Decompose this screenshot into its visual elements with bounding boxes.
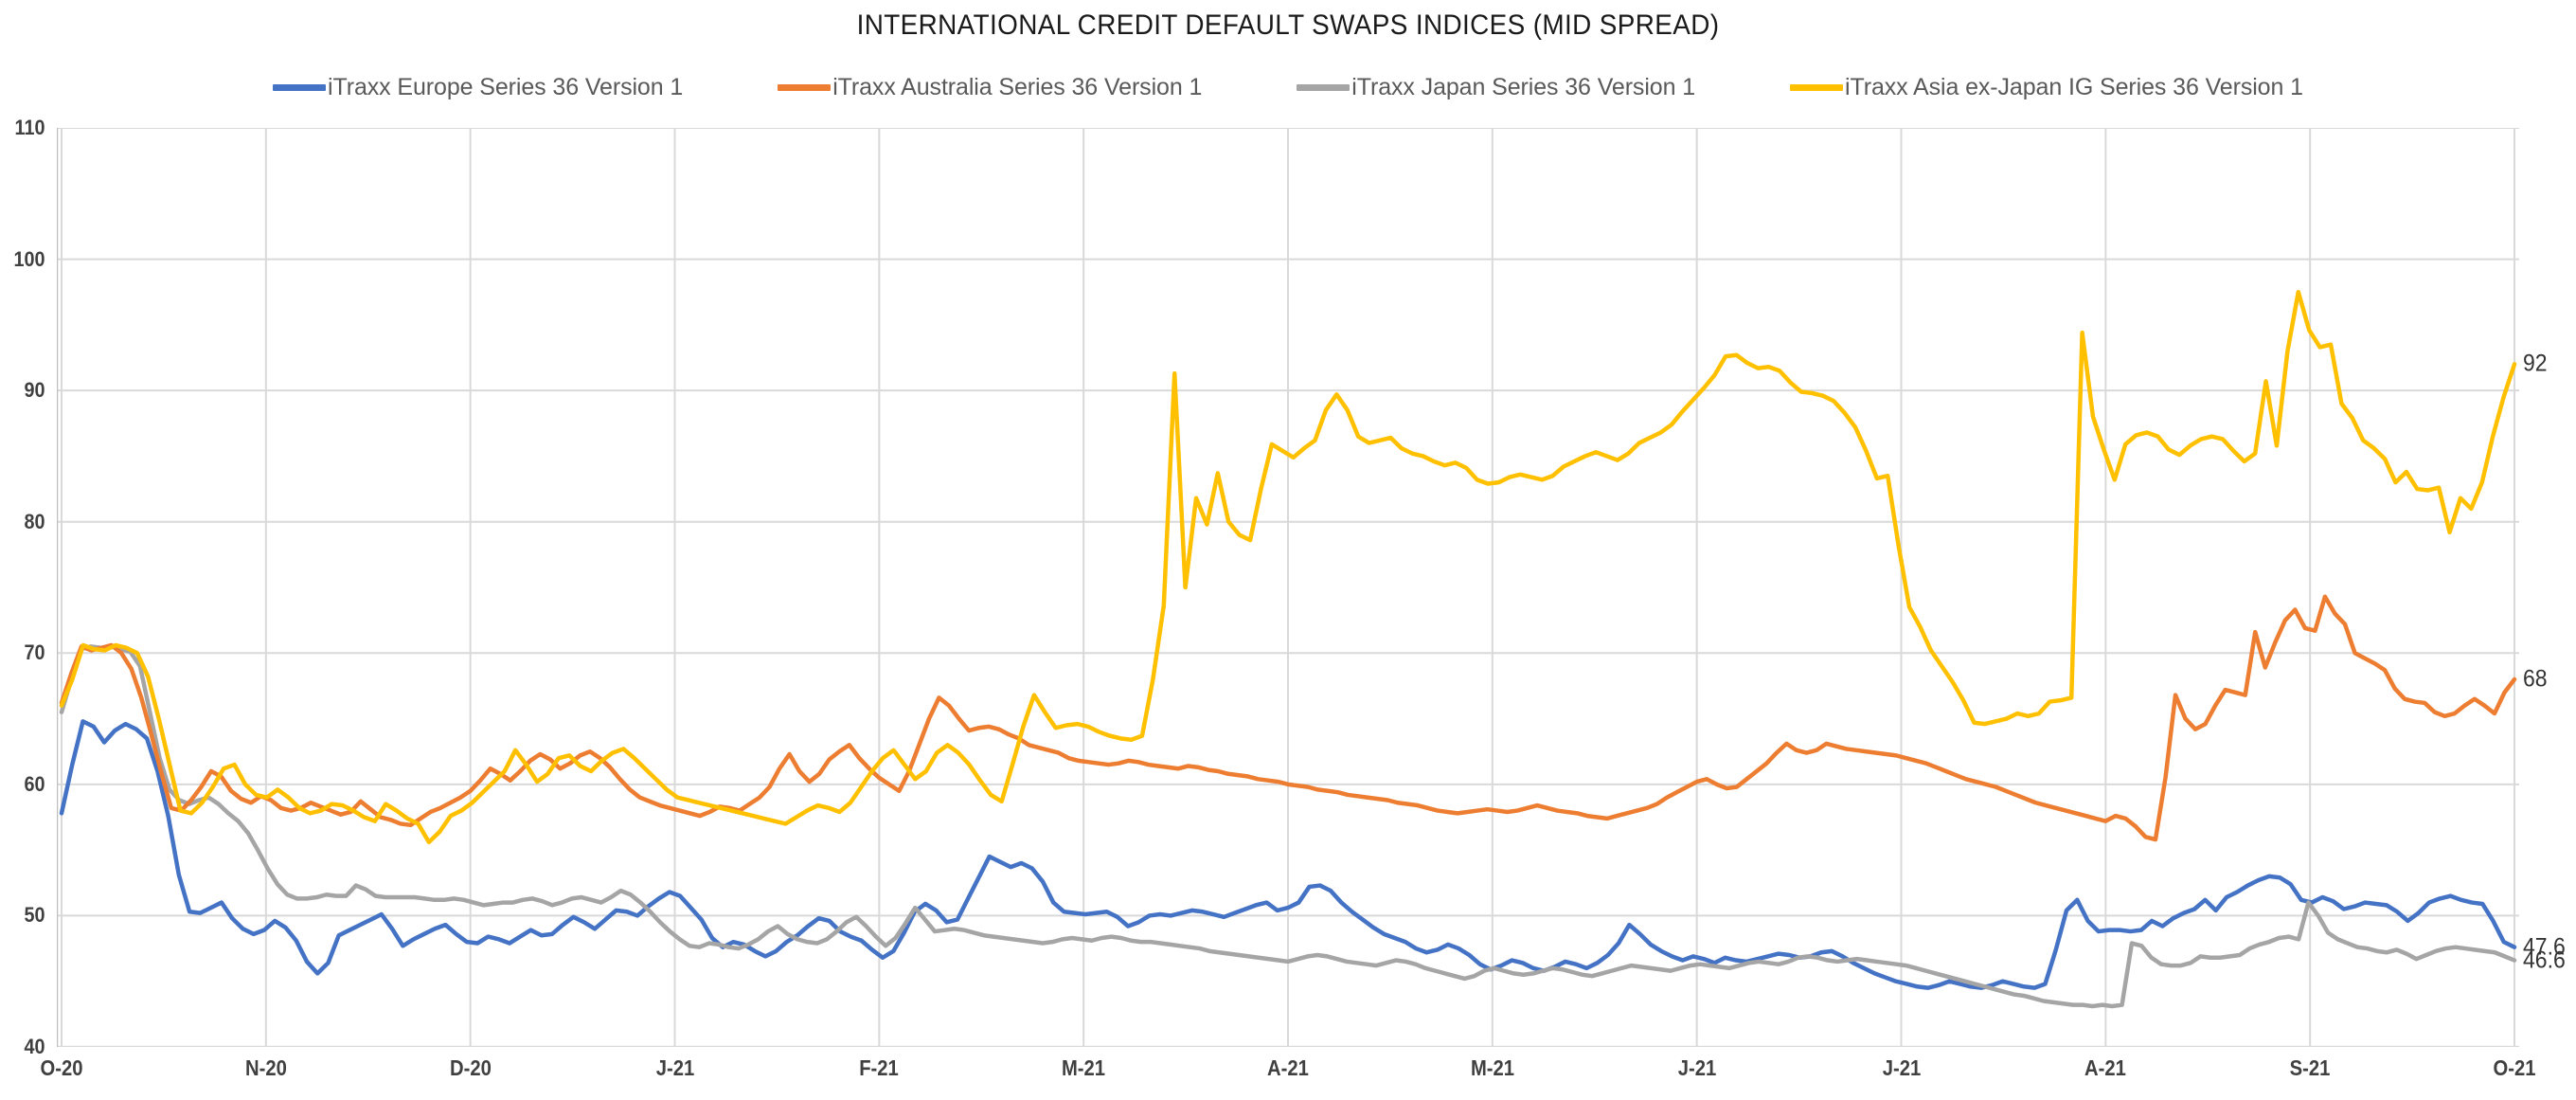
legend-item-japan[interactable]: iTraxx Japan Series 36 Version 1	[1297, 74, 1695, 101]
y-tick-label: 60	[24, 771, 45, 796]
series-line-japan	[59, 644, 2517, 1009]
chart-legend: iTraxx Europe Series 36 Version 1 iTraxx…	[0, 74, 2576, 101]
end-label-asia-ex-japan: 92	[2523, 350, 2548, 377]
legend-label-asia-ex-japan: iTraxx Asia ex-Japan IG Series 36 Versio…	[1845, 74, 2303, 100]
legend-item-asia-ex-japan[interactable]: iTraxx Asia ex-Japan IG Series 36 Versio…	[1790, 74, 2303, 101]
y-tick-label: 110	[14, 116, 45, 139]
series-line-australia	[59, 594, 2517, 842]
y-tick-label: 70	[24, 640, 45, 665]
x-tick-label: A-21	[2084, 1055, 2127, 1080]
x-tick-label: M-21	[1470, 1055, 1514, 1080]
y-tick-label: 80	[24, 509, 45, 533]
x-tick-label: J-21	[1882, 1055, 1921, 1080]
end-label-japan: 46.6	[2523, 947, 2566, 974]
series-lines	[59, 289, 2517, 1009]
end-label-europe: 47.6	[2523, 933, 2566, 961]
legend-label-europe: iTraxx Europe Series 36 Version 1	[328, 74, 684, 100]
end-label-australia: 68	[2523, 665, 2548, 693]
x-axis-labels: O-20 N-20 D-20 J-21 F-21 M-21 A-21 M-21 J-21 J-21…	[40, 1055, 2535, 1088]
x-tick-label: N-20	[244, 1055, 287, 1080]
legend-item-australia[interactable]: iTraxx Australia Series 36 Version 1	[778, 74, 1202, 101]
y-tick-label: 90	[24, 378, 45, 403]
series-line-asia-ex-japan	[59, 289, 2517, 845]
legend-swatch-australia	[778, 84, 832, 91]
legend-swatch-europe	[273, 84, 327, 91]
x-tick-label: S-21	[2289, 1055, 2331, 1080]
gridlines	[57, 128, 2519, 1047]
y-tick-label: 50	[24, 903, 45, 928]
x-tick-label: J-21	[1677, 1055, 1716, 1080]
series-line-europe	[59, 719, 2517, 990]
x-tick-label: D-20	[449, 1055, 492, 1080]
y-tick-label: 40	[24, 1035, 45, 1058]
legend-label-japan: iTraxx Japan Series 36 Version 1	[1351, 74, 1696, 100]
plot-area	[57, 128, 2519, 1047]
chart-title: INTERNATIONAL CREDIT DEFAULT SWAPS INDIC…	[856, 9, 1720, 41]
legend-item-europe[interactable]: iTraxx Europe Series 36 Version 1	[273, 74, 683, 101]
y-tick-label: 100	[13, 246, 45, 271]
legend-label-australia: iTraxx Australia Series 36 Version 1	[832, 74, 1203, 100]
legend-swatch-asia-ex-japan	[1790, 84, 1844, 91]
x-tick-label: J-21	[655, 1055, 694, 1080]
x-tick-label: F-21	[859, 1055, 900, 1080]
x-tick-label: O-20	[40, 1055, 83, 1080]
x-tick-label: A-21	[1267, 1055, 1309, 1080]
legend-swatch-japan	[1297, 84, 1351, 91]
x-tick-label: M-21	[1062, 1055, 1106, 1080]
x-tick-label: O-21	[2493, 1055, 2536, 1080]
series-end-labels: 47.6 68 46.6 92	[2523, 128, 2576, 1047]
